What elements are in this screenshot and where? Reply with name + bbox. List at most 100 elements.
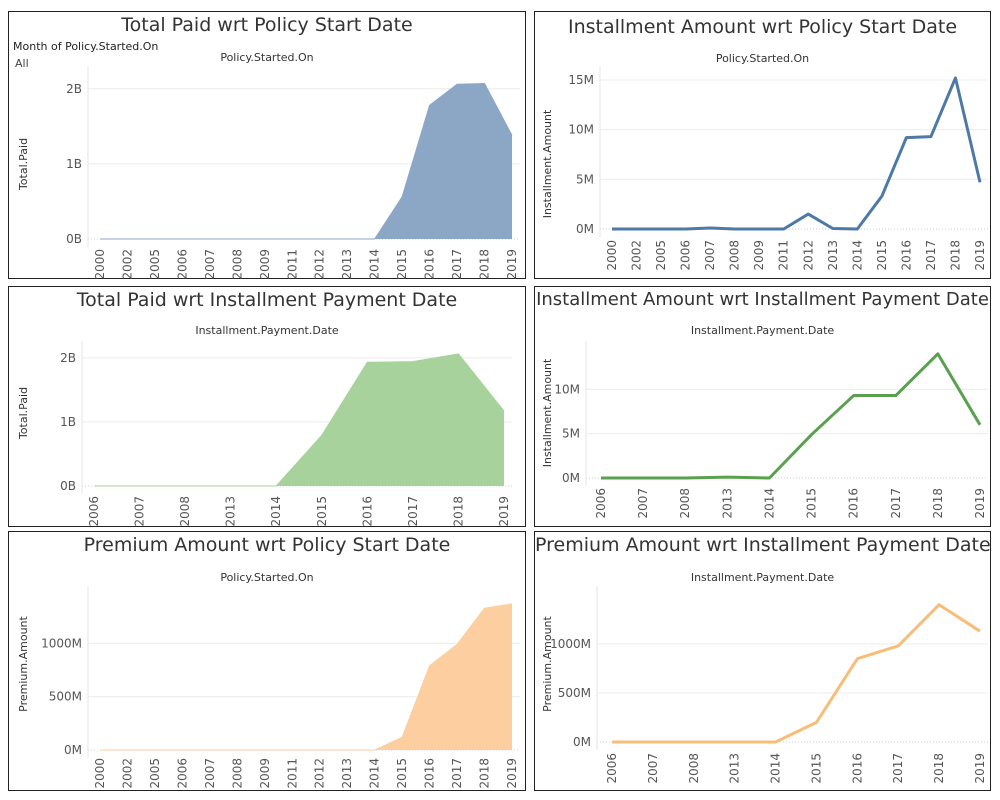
area-series <box>94 353 504 486</box>
data-point <box>757 227 761 231</box>
data-point <box>831 227 835 231</box>
filter-value[interactable]: All <box>15 57 29 70</box>
x-tick-label: 2015 <box>875 240 889 271</box>
chart-svg: 0B 1B 2B Total.Paid 2000 2002 2005 2006 2007 2008… <box>17 66 520 280</box>
data-point <box>373 748 377 752</box>
data-point <box>692 740 696 744</box>
y-tick-label: 1000M <box>41 636 82 650</box>
x-tick-label: 2000 <box>605 240 619 271</box>
area-edge <box>100 83 513 240</box>
data-point <box>953 76 957 80</box>
y-tick-label: 5M <box>562 427 580 441</box>
y-tick-label: 0M <box>64 743 82 757</box>
x-tick-label: 2005 <box>148 249 162 280</box>
x-tick-label: 2014 <box>762 488 776 519</box>
x-tick-label: 2000 <box>93 249 107 280</box>
data-point <box>263 748 267 752</box>
data-point <box>814 720 818 724</box>
x-tick-label: 2006 <box>594 488 608 519</box>
x-tick-label: 2014 <box>368 758 382 789</box>
y-tick-label: 500M <box>49 690 82 704</box>
x-tick-label: 2006 <box>175 758 189 789</box>
x-tick-label: 2011 <box>777 240 791 271</box>
x-tick-label: 2000 <box>93 758 107 789</box>
x-tick-label: 2005 <box>654 240 668 271</box>
x-tick-label: 2011 <box>285 758 299 789</box>
x-tick-label: 2013 <box>728 753 742 784</box>
chart-subtitle: Installment.Payment.Date <box>690 571 835 584</box>
data-point <box>428 664 432 668</box>
x-tick-label: 2018 <box>931 488 945 519</box>
x-tick-label: 2013 <box>340 249 354 280</box>
data-point <box>510 133 514 137</box>
x-tick-label: 2017 <box>889 488 903 519</box>
x-tick-label: 2015 <box>395 758 409 789</box>
x-tick-label: 2016 <box>360 496 374 527</box>
chart-title: Installment Amount wrt Policy Start Date <box>567 16 958 38</box>
y-axis-title: Total.Paid <box>17 138 30 191</box>
data-point <box>929 135 933 139</box>
x-tick-label: 2013 <box>720 488 734 519</box>
data-point <box>810 433 814 437</box>
data-point <box>208 748 212 752</box>
y-tick-label: 10M <box>568 123 594 137</box>
x-tick-label: 2007 <box>133 496 147 527</box>
x-tick-label: 2008 <box>230 249 244 280</box>
data-point <box>782 227 786 231</box>
x-tick-label: 2007 <box>703 240 717 271</box>
data-point <box>180 748 184 752</box>
x-tick-label: 2019 <box>973 240 987 271</box>
data-point <box>599 476 603 480</box>
data-point <box>767 476 771 480</box>
y-tick-label: 2B <box>66 82 82 96</box>
x-tick-label: 2006 <box>87 496 101 527</box>
chart-subtitle: Policy.Started.On <box>220 571 314 584</box>
data-point <box>318 748 322 752</box>
data-point <box>373 237 377 241</box>
data-point <box>659 227 663 231</box>
y-tick-label: 5M <box>576 172 594 186</box>
data-point <box>428 103 432 107</box>
data-point <box>978 629 982 633</box>
x-tick-label: 2017 <box>450 249 464 280</box>
data-point <box>235 748 239 752</box>
y-tick-label: 0B <box>60 479 76 493</box>
x-tick-label: 2002 <box>630 240 644 271</box>
data-point <box>683 476 687 480</box>
x-tick-label: 2019 <box>505 758 519 789</box>
data-point <box>904 136 908 140</box>
area-edge <box>100 603 513 751</box>
data-point <box>708 226 712 230</box>
x-tick-label: 2014 <box>368 249 382 280</box>
x-tick-label: 2016 <box>850 753 864 784</box>
data-point <box>290 748 294 752</box>
y-axis-title: Installment.Amount <box>541 109 554 218</box>
x-tick-label: 2008 <box>178 496 192 527</box>
data-point <box>400 195 404 199</box>
chart-subtitle: Policy.Started.On <box>220 51 314 64</box>
data-point <box>937 603 941 607</box>
x-tick-label: 2012 <box>313 758 327 789</box>
x-tick-label: 2015 <box>395 249 409 280</box>
x-tick-label: 2008 <box>728 240 742 271</box>
x-tick-label: 2009 <box>752 240 766 271</box>
chart-panel-premium-policy-start: Premium Amount wrt Policy Start Date Pol… <box>8 531 526 791</box>
area-edge <box>94 353 505 487</box>
data-point <box>855 227 859 231</box>
chart-subtitle: Installment.Payment.Date <box>690 324 835 337</box>
data-point <box>290 237 294 241</box>
data-point <box>894 394 898 398</box>
x-tick-label: 2018 <box>451 496 465 527</box>
data-point <box>92 484 96 488</box>
data-point <box>125 237 129 241</box>
y-tick-label: 0M <box>573 735 591 749</box>
data-point <box>610 227 614 231</box>
x-tick-label: 2014 <box>269 496 283 527</box>
y-tick-label: 2B <box>60 351 76 365</box>
y-tick-label: 0M <box>562 471 580 485</box>
data-point <box>125 748 129 752</box>
x-tick-label: 2016 <box>423 758 437 789</box>
x-tick-label: 2009 <box>258 758 272 789</box>
data-point <box>318 237 322 241</box>
